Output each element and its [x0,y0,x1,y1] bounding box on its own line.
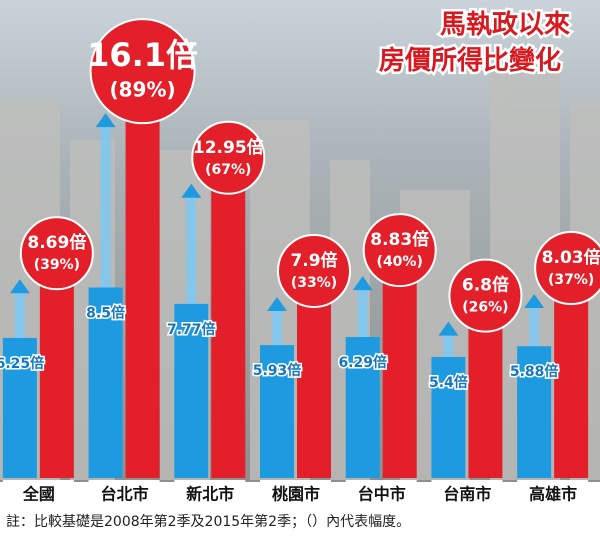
bar-value-label: 8.5倍 [86,305,125,322]
bar-value-label: 7.9倍 [290,250,337,271]
change-label: (67%) [205,162,251,178]
change-label: (89%) [109,78,175,102]
bar [517,346,552,478]
bar-value-label: 6.25倍 [0,355,44,372]
growth-arrow [100,125,111,288]
bar-value-label: 5.93倍 [253,362,302,379]
chart-title: 馬執政以來 [440,9,570,40]
change-label: (33%) [291,275,337,291]
growth-arrow [272,308,282,346]
bar [554,298,589,478]
growth-arrow [524,294,545,309]
bar [345,337,380,478]
bar [382,280,417,478]
chart-title: 房價所得比變化 [379,45,561,76]
growth-arrow [267,296,287,311]
growth-arrow [95,113,116,128]
category-box [345,480,417,508]
category-box [517,480,589,508]
category-box [88,480,160,508]
value-bubble [448,258,523,333]
bar [297,300,331,478]
bar [2,337,37,478]
x-tick-label: 新北市 [186,485,234,504]
growth-arrow [14,291,25,338]
bar-value-label: 5.4倍 [429,374,468,391]
change-label: (26%) [462,300,508,316]
bar [260,345,294,478]
category-box [174,480,246,508]
growth-arrow [181,183,202,198]
x-tick-label: 高雄市 [529,485,577,504]
x-tick-label: 台南市 [443,485,491,504]
bar [39,283,74,478]
bar [431,356,466,478]
footnote: 註：比較基礎是2008年第2季及2015年第2季；（）內代表幅度。 [6,513,410,530]
bar-value-label: 8.83倍 [370,229,429,250]
category-box [2,480,74,508]
bar [88,287,123,478]
bar-value-label: 5.88倍 [510,363,559,380]
x-tick-label: 台北市 [101,485,149,504]
bar-value-label: 6.8倍 [462,275,509,296]
x-tick-label: 桃園市 [272,485,320,504]
bar-value-label: 8.69倍 [27,232,86,253]
bar-value-label: 16.1倍 [87,36,198,74]
value-bubble [534,231,600,306]
growth-arrow [352,276,373,291]
value-bubble [89,18,196,125]
category-box [260,480,331,508]
change-label: (39%) [34,257,80,273]
bar [468,325,503,478]
bar-value-label: 7.77倍 [167,321,216,338]
x-tick-label: 全國 [22,485,55,504]
value-bubble [277,233,351,308]
growth-arrow [357,288,368,338]
value-bubble [19,216,94,291]
bar [125,117,160,478]
growth-arrow [9,279,30,294]
value-bubble [191,120,266,195]
x-tick-label: 台中市 [358,485,406,504]
growth-arrow [186,195,197,304]
change-label: (40%) [377,254,423,270]
change-label: (37%) [548,272,594,288]
bar [211,187,246,479]
growth-arrow [438,321,459,336]
bar-value-label: 8.03倍 [542,247,600,268]
bar-value-label: 6.29倍 [338,354,387,371]
bar-value-label: 12.95倍 [193,137,264,158]
category-box [431,480,503,508]
growth-arrow [443,333,454,357]
bar [174,303,209,478]
value-bubble [362,213,437,288]
growth-arrow [529,306,540,347]
